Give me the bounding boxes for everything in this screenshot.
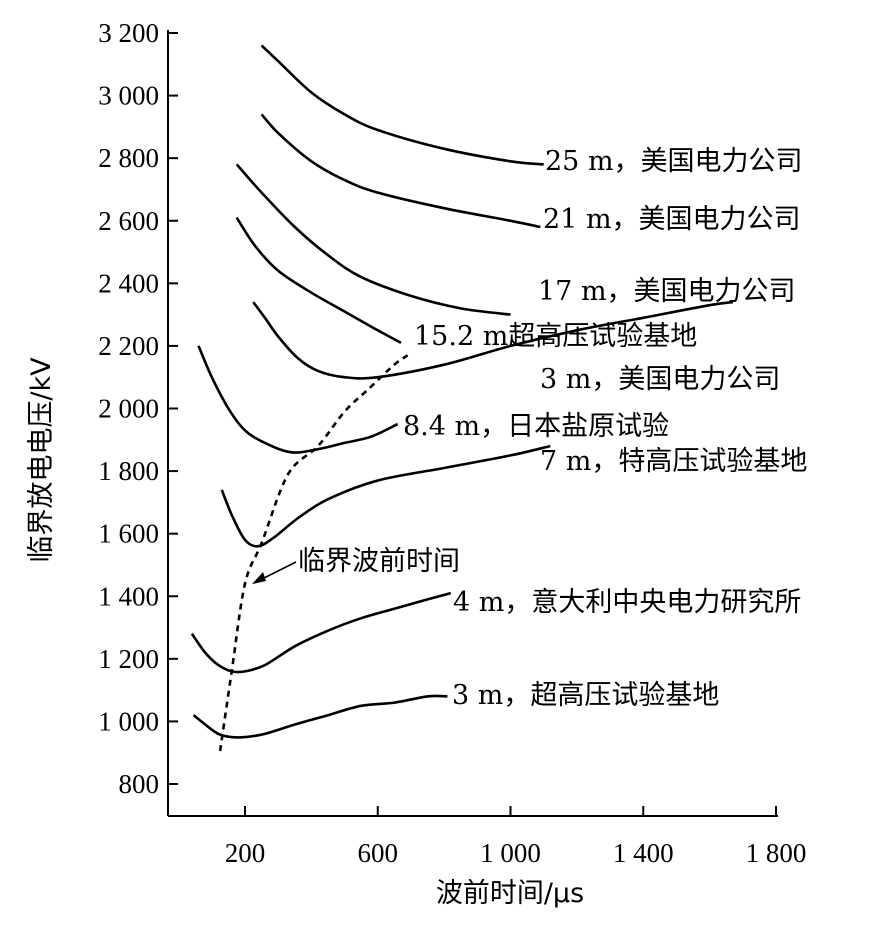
x-tick-label: 200 [225, 838, 266, 868]
y-tick-label: 1 200 [98, 644, 159, 674]
x-tick-label: 1 800 [746, 838, 807, 868]
series-label: 15.2 m超高压试验基地 [414, 321, 697, 352]
curve-labels: 25 m，美国电力公司 21 m，美国电力公司 17 m，美国电力公司 15.2 m超… [403, 146, 807, 711]
y-tick-label: 800 [119, 769, 160, 799]
series-label: 3 m，美国电力公司 [540, 364, 780, 395]
series-line [197, 345, 399, 454]
y-tick-label: 2 400 [98, 268, 159, 298]
y-tick-label: 2 600 [98, 206, 159, 236]
series-line [260, 44, 544, 166]
series-line [235, 163, 511, 316]
series-line [235, 216, 402, 344]
series-line [260, 113, 541, 229]
series-label: 25 m，美国电力公司 [545, 146, 803, 177]
series-label: 3 m，超高压试验基地 [452, 680, 719, 711]
x-tick-label: 1 400 [613, 838, 674, 868]
series-line [220, 444, 551, 548]
y-tick-label: 3 000 [98, 81, 159, 111]
y-tick-label: 1 400 [98, 581, 159, 611]
critical-annotation-arrowhead [252, 572, 266, 584]
y-tick-label: 1 600 [98, 519, 159, 549]
y-ticks: 800 1 000 1 200 1 400 1 600 1 800 2 000 2 200 2 … [98, 18, 178, 799]
x-tick-label: 1 000 [480, 838, 541, 868]
y-tick-label: 3 200 [98, 18, 159, 48]
series-label: 4 m，意大利中央电力研究所 [453, 587, 801, 618]
critical-annotation-label: 临界波前时间 [298, 546, 460, 577]
series-label: 8.4 m，日本盐原试验 [403, 411, 669, 442]
critical-front-time-curve [218, 354, 409, 752]
series-label: 17 m，美国电力公司 [538, 276, 796, 307]
series-group [190, 44, 734, 739]
y-tick-label: 1 000 [98, 706, 159, 736]
series-label: 21 m，美国电力公司 [543, 204, 801, 235]
series-line [252, 300, 734, 380]
y-tick-label: 2 800 [98, 143, 159, 173]
x-ticks: 200 600 1 000 1 400 1 800 [225, 806, 807, 868]
x-axis-title: 波前时间/μs [436, 878, 584, 909]
y-tick-label: 2 000 [98, 394, 159, 424]
x-tick-label: 600 [358, 838, 399, 868]
y-tick-label: 1 800 [98, 456, 159, 486]
series-label: 7 m，特高压试验基地 [540, 446, 807, 477]
critical-curve-group: 临界波前时间 [218, 354, 460, 752]
y-tick-label: 2 200 [98, 331, 159, 361]
series-line [192, 694, 448, 739]
series-line [190, 591, 452, 674]
y-axis-title: 临界放电电压/kV [26, 357, 57, 563]
